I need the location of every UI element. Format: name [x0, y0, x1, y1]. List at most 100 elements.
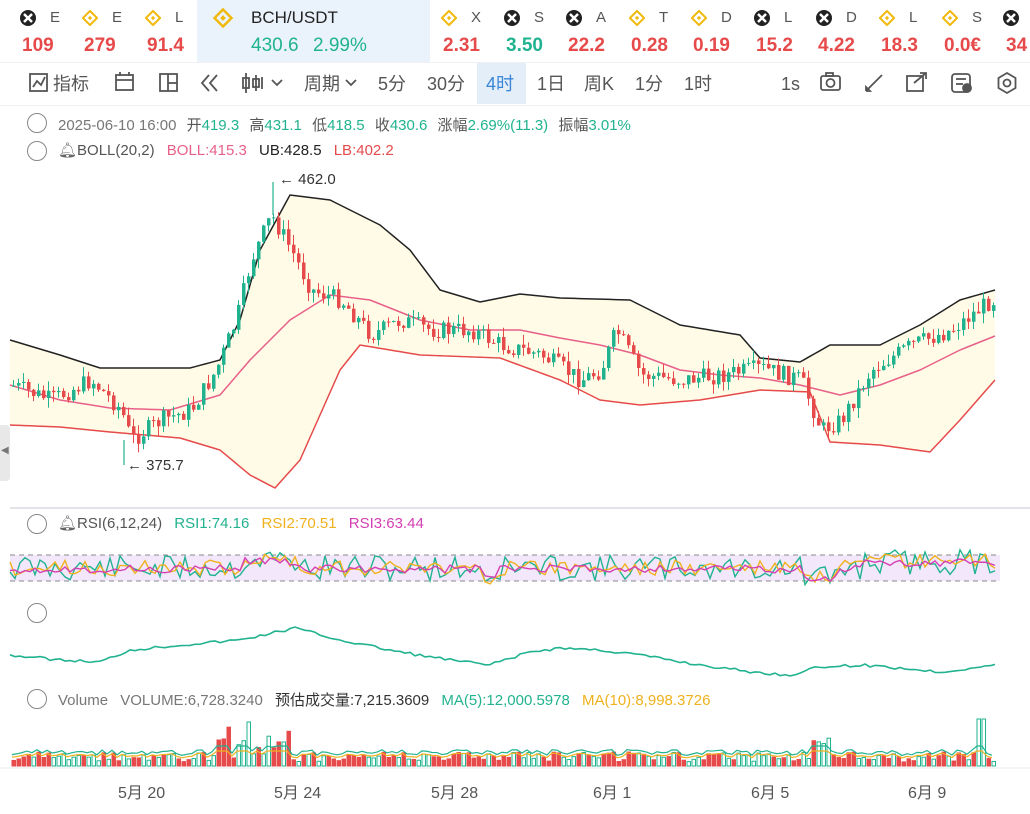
indicator-button[interactable]: 指标 [53, 74, 89, 94]
candle-body [107, 391, 111, 396]
chevron-down-icon [271, 79, 283, 87]
candle-body [942, 334, 946, 341]
candle-body [57, 390, 61, 393]
gate-icon [504, 10, 520, 26]
candle-body [947, 330, 951, 341]
candle-body [347, 305, 351, 309]
volume-bar [386, 757, 391, 767]
volume-bar [66, 759, 71, 767]
ticker-symbol: D [721, 9, 732, 26]
volume-bar [296, 761, 301, 767]
volume-ma10-line [11, 750, 993, 759]
volume-bar [571, 756, 576, 767]
ticker-price: 22.2 [568, 35, 605, 56]
binance-icon [629, 10, 645, 26]
volume-bar [121, 754, 126, 767]
candle-body [67, 397, 71, 401]
collapse-toggle-icon[interactable] [27, 141, 47, 161]
side-panel-handle[interactable]: ◀ [0, 425, 10, 481]
candle-body [257, 241, 261, 260]
candle-body [77, 389, 81, 392]
volume-bar [91, 754, 96, 767]
interval-tab[interactable]: 1分 [635, 74, 664, 94]
volume-bar [361, 754, 366, 767]
volume-bar [206, 759, 211, 767]
volume-bar [541, 756, 546, 767]
candle-body [972, 311, 976, 322]
candlestick-type-icon [242, 73, 263, 93]
candle-body [667, 377, 671, 379]
rsi-legend: 🔔︎RSI(6,12,24) RSI1:74.16 RSI2:70.51 RSI… [58, 515, 424, 532]
active-ticker-tab[interactable]: BCH/USDT 430.6 2.99% [197, 0, 430, 62]
volume-bar [46, 752, 51, 767]
volume-bar [826, 737, 831, 767]
volume-bar [926, 753, 931, 767]
volume-bar [546, 760, 551, 767]
volume-bar [141, 754, 146, 767]
interval-tab[interactable]: 1日 [537, 74, 566, 94]
candle-body [297, 253, 301, 263]
volume-bar [721, 752, 726, 767]
candle-body [827, 422, 831, 432]
candle-body [127, 415, 131, 427]
volume-bar [816, 741, 821, 767]
interval-tab[interactable]: 周K [584, 74, 615, 94]
ticker-symbol: E [50, 9, 61, 26]
volume-bar [406, 758, 411, 767]
candle-body [512, 353, 516, 355]
candle-body [222, 347, 226, 365]
boll-legend: 🔔︎BOLL(20,2) BOLL:415.3 UB:428.5 LB:402.… [58, 142, 394, 159]
volume-ma5-line [11, 745, 993, 757]
volume-bar [961, 754, 966, 767]
candle-body [857, 388, 861, 409]
volume-bar [921, 756, 926, 767]
volume-bar [656, 755, 661, 767]
period-dropdown[interactable]: 周期 [304, 74, 340, 94]
candle-body [977, 311, 981, 314]
candle-body [417, 317, 421, 319]
candle-body [742, 363, 746, 374]
interval-tab[interactable]: 1时 [684, 74, 713, 94]
volume-bar [646, 755, 651, 767]
candle-body [792, 372, 796, 386]
volume-bar [371, 757, 376, 767]
candle-body [502, 337, 506, 351]
ticker-symbol: A [596, 9, 607, 26]
volume-bar [551, 751, 556, 767]
rsi2-line [9, 552, 996, 585]
volume-bar [651, 759, 656, 767]
volume-bar [821, 743, 826, 767]
candle-body [447, 322, 451, 335]
candle-body [952, 330, 956, 332]
interval-tab[interactable]: 30分 [427, 74, 466, 94]
volume-bar [496, 759, 501, 767]
gate-icon [816, 10, 832, 26]
volume-bar [931, 758, 936, 767]
expand-toggle-icon[interactable] [27, 603, 47, 623]
volume-bar [56, 755, 61, 767]
amplitude-value: 3.01% [588, 117, 631, 134]
interval-tab[interactable]: 4时 [486, 74, 515, 94]
candle-body [367, 320, 371, 339]
collapse-toggle-icon[interactable] [27, 514, 47, 534]
interval-tab[interactable]: 5分 [378, 74, 407, 94]
volume-bar [846, 752, 851, 767]
volume-bar [331, 758, 336, 767]
volume-bar [916, 756, 921, 767]
refresh-interval[interactable]: 1s [781, 74, 801, 94]
candle-body [922, 333, 926, 337]
volume-bar [256, 747, 261, 767]
collapse-toggle-icon[interactable] [27, 113, 47, 133]
candle-body [497, 337, 501, 343]
volume-bar [26, 753, 31, 767]
candle-body [52, 390, 56, 393]
ticker-price: 0.0€ [944, 35, 981, 56]
candle-body [797, 372, 801, 374]
candle-body [282, 229, 286, 235]
volume-bar [911, 760, 916, 767]
volume-bar [936, 755, 941, 767]
candle-body [442, 322, 446, 339]
layout-icon [159, 73, 178, 92]
collapse-toggle-icon[interactable] [27, 689, 47, 709]
volume-bar [711, 753, 716, 767]
